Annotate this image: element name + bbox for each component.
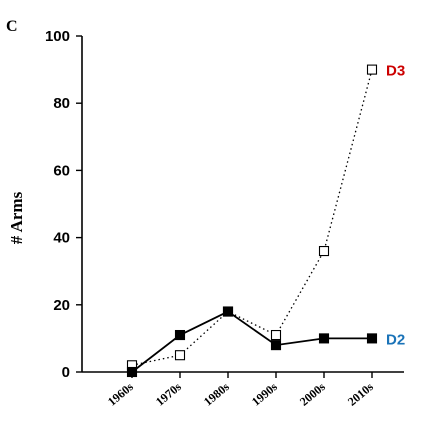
y-tick-label: 40 — [53, 230, 70, 247]
x-ticks: 1960s 1970s 1980s 1990s 2000s 2010s — [105, 372, 376, 409]
x-tick-label: 1960s — [105, 379, 136, 408]
data-point-d3 — [318, 245, 330, 257]
y-tick-label: 0 — [62, 364, 70, 381]
y-tick-label: 20 — [53, 297, 70, 314]
data-point-d3 — [270, 329, 282, 341]
y-axis-label: # Arms — [7, 191, 26, 244]
y-tick-label: 100 — [45, 28, 70, 45]
y-ticks: 0 20 40 60 80 100 — [45, 28, 82, 381]
series-d3: D3 — [126, 63, 405, 371]
data-point-d2 — [366, 333, 378, 344]
x-tick-label: 2000s — [297, 379, 328, 408]
data-point-d2 — [222, 306, 234, 317]
data-point-d2 — [174, 329, 186, 341]
data-point-d3 — [174, 350, 186, 361]
data-point-d2 — [126, 366, 138, 378]
series-label-d3: D3 — [386, 63, 405, 80]
y-tick-label: 60 — [53, 162, 70, 179]
x-tick-label: 1970s — [153, 379, 184, 408]
x-tick-label: 1990s — [249, 379, 280, 408]
x-tick-label: 2010s — [345, 379, 376, 408]
data-point-d2 — [270, 340, 282, 351]
y-tick-label: 80 — [53, 95, 70, 112]
series-label-d2: D2 — [386, 331, 405, 348]
series-group: D3 D2 — [126, 63, 405, 378]
series-line-d3 — [131, 69, 373, 366]
series-line-d2 — [131, 310, 372, 373]
data-point-d2 — [318, 333, 330, 344]
data-point-d3 — [366, 64, 378, 75]
panel-label: C — [6, 18, 18, 35]
series-d2: D2 — [126, 306, 405, 378]
x-tick-label: 1980s — [201, 379, 232, 408]
